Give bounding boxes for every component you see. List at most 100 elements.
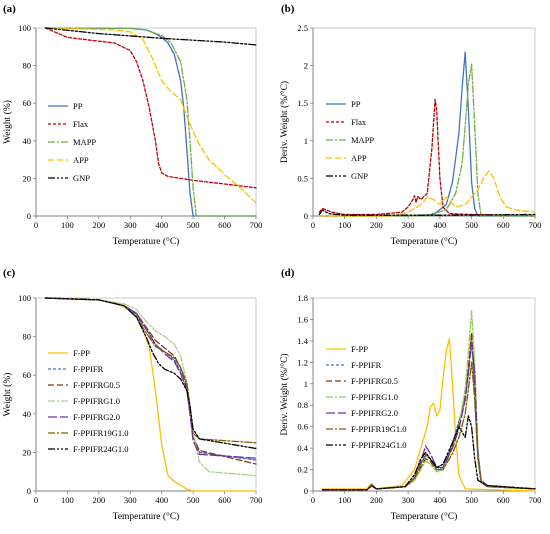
series-line: [318, 170, 536, 217]
legend-label: F-PP: [351, 344, 368, 354]
legend-label: F-PP: [73, 348, 90, 358]
panel-b: (b) 0 100 200 300 400 500 600 700 0 0.5 1 1.5 2 2.5 Te…: [279, 3, 541, 247]
legend-label: APP: [73, 155, 89, 165]
panel-label-b: (b): [281, 3, 295, 15]
legend-label: F-PPIFRG0.5: [73, 380, 120, 390]
legend-label: PP: [351, 99, 361, 109]
legend-label: Flax: [73, 119, 89, 129]
y-tick-label: 1.4: [297, 336, 308, 346]
series-line: [318, 63, 536, 217]
plot-frame: [312, 27, 536, 217]
y-tick-label: 80: [23, 61, 32, 71]
y-tick-label: 2.5: [297, 23, 308, 33]
legend-label: F-PPIFRG1.0: [73, 396, 120, 406]
x-tick-label: 400: [433, 495, 446, 505]
x-tick-label: 100: [61, 220, 74, 230]
x-tick-label: 400: [155, 220, 168, 230]
legend-label: MAPP: [73, 137, 96, 147]
series-line: [44, 297, 257, 492]
y-tick-label: 0: [304, 486, 308, 496]
series-line: [44, 27, 257, 217]
x-tick-label: 200: [370, 495, 383, 505]
x-axis-title: Temperature (°C): [113, 236, 180, 247]
x-tick-label: 0: [311, 220, 315, 230]
y-tick-label: 1: [304, 136, 308, 146]
x-tick-label: 700: [529, 220, 542, 230]
panel-c: (c) 0 100 200 300 400 500 600 700 0 20 40 60 80 100 Te…: [2, 267, 262, 522]
x-tick-label: 400: [433, 220, 446, 230]
series-line: [44, 27, 257, 204]
x-axis-title: Temperature (°C): [391, 236, 458, 247]
y-tick-label: 1: [304, 379, 308, 389]
x-tick-label: 600: [218, 220, 231, 230]
x-tick-label: 200: [370, 220, 383, 230]
x-tick-label: 400: [155, 495, 168, 505]
panel-label-a: (a): [3, 3, 16, 15]
y-tick-label: 100: [18, 293, 31, 303]
legend-label: MAPP: [351, 135, 374, 145]
x-tick-label: 300: [402, 220, 415, 230]
x-tick-label: 200: [92, 220, 105, 230]
panel-label-d: (d): [281, 267, 295, 279]
y-axis-title: Deriv. Weight (%/°C): [279, 353, 290, 435]
series-line: [321, 415, 536, 491]
x-tick-label: 0: [34, 495, 38, 505]
x-axis-title: Temperature (°C): [391, 511, 458, 522]
series-line: [44, 297, 257, 459]
x-tick-label: 500: [465, 220, 478, 230]
series-line: [44, 27, 257, 189]
y-tick-label: 20: [23, 173, 32, 183]
legend-label: Flax: [351, 117, 367, 127]
y-tick-label: 40: [23, 409, 32, 419]
y-tick-label: 100: [18, 23, 31, 33]
y-axis-title: Weight (%): [2, 373, 13, 417]
x-axis-title: Temperature (°C): [113, 511, 180, 522]
legend-label: GNP: [351, 171, 368, 181]
y-tick-label: 0.6: [297, 422, 308, 432]
x-tick-label: 500: [187, 220, 200, 230]
y-tick-label: 0.4: [297, 443, 308, 453]
legend-label: APP: [351, 153, 367, 163]
series-line: [318, 51, 536, 217]
x-tick-label: 600: [497, 220, 510, 230]
y-tick-label: 0: [304, 211, 308, 221]
y-tick-label: 80: [23, 332, 32, 342]
legend-label: F-PPIFRG1.0: [351, 392, 398, 402]
y-tick-label: 1.8: [297, 293, 308, 303]
x-tick-label: 700: [250, 220, 263, 230]
x-tick-label: 0: [34, 220, 38, 230]
legend-label: F-PPIFR: [73, 364, 104, 374]
panel-label-c: (c): [3, 267, 16, 279]
y-tick-label: 1.5: [297, 98, 308, 108]
x-tick-label: 100: [338, 495, 351, 505]
legend-label: F-PPIFRG2.0: [351, 408, 398, 418]
legend-label: F-PPIFR24G1.0: [73, 444, 129, 454]
legend-label: F-PPIFRG0.5: [351, 376, 398, 386]
x-tick-label: 500: [465, 495, 478, 505]
x-tick-label: 100: [338, 220, 351, 230]
series-line: [318, 209, 536, 216]
legend-label: F-PPIFR19G1.0: [351, 424, 407, 434]
x-tick-label: 700: [529, 495, 542, 505]
y-tick-label: 60: [23, 98, 32, 108]
x-tick-label: 700: [250, 495, 263, 505]
y-tick-label: 60: [23, 370, 32, 380]
y-tick-label: 0.2: [297, 465, 308, 475]
x-tick-label: 300: [402, 495, 415, 505]
y-axis-title: Weight (%): [2, 100, 13, 144]
y-tick-label: 0: [27, 211, 31, 221]
x-tick-label: 300: [124, 495, 137, 505]
x-tick-label: 200: [92, 495, 105, 505]
y-tick-label: 0.5: [297, 173, 308, 183]
panel-d: (d) 0 100 200 300 400 500 600 700 0 0.2 0.4 0.6 0.8 1…: [279, 267, 541, 522]
y-tick-label: 0.8: [297, 400, 308, 410]
y-tick-label: 1.2: [297, 357, 308, 367]
legend-label: F-PPIFR19G1.0: [73, 428, 129, 438]
y-tick-label: 0: [27, 486, 31, 496]
x-tick-label: 100: [61, 495, 74, 505]
series-line: [44, 297, 257, 477]
plot-frame: [35, 27, 257, 217]
x-tick-label: 0: [311, 495, 315, 505]
legend-label: GNP: [73, 173, 90, 183]
